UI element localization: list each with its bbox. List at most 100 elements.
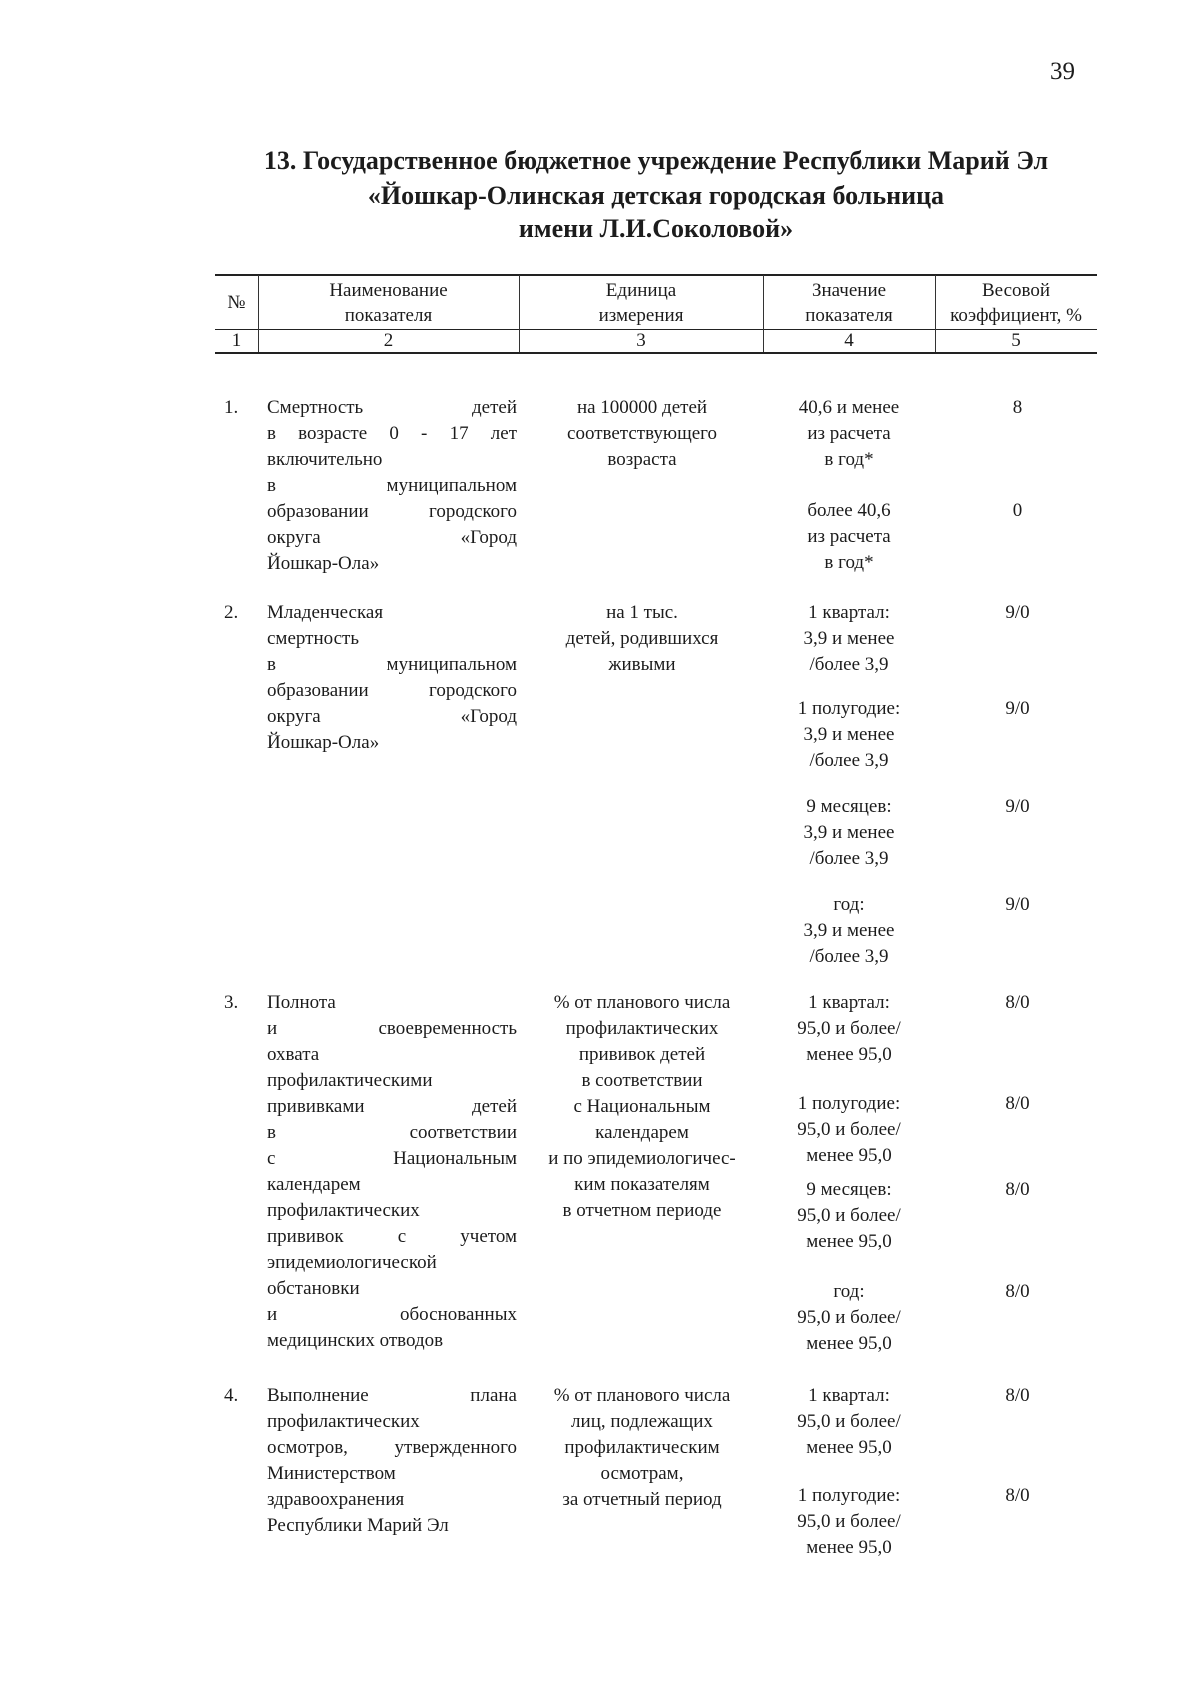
indicator-value-line: 1 полугодие:	[797, 698, 901, 719]
indicator-value-line: 95,0 и более/	[797, 1511, 901, 1532]
weight-coefficient: 8/0	[1005, 1281, 1030, 1302]
indicator-value-line: 9 месяцев:	[806, 796, 892, 817]
section-title-line-2: «Йошкар-Олинская детская городская больн…	[367, 181, 945, 210]
indicator-name-line: медицинских отводов	[267, 1330, 444, 1351]
indicator-value-line: менее 95,0	[806, 1333, 892, 1354]
indicator-name-line: с Национальным	[267, 1148, 517, 1169]
row-number: 2.	[224, 602, 239, 623]
weight-coefficient: 8/0	[1005, 1179, 1030, 1200]
measurement-unit-line: в отчетном периоде	[562, 1200, 722, 1221]
header-weight: Весовой коэффициент, %	[935, 278, 1097, 328]
header-name-line: показателя	[344, 305, 433, 326]
indicator-name-line: осмотров, утвержденного	[267, 1437, 517, 1458]
measurement-unit-line: в соответствии	[581, 1070, 703, 1091]
header-divider	[215, 329, 1097, 330]
indicator-name-line: в возрасте 0 - 17 лет	[267, 423, 517, 444]
indicator-name: Смертность детей в возрасте 0 - 17 лет вкл…	[267, 395, 517, 577]
indicator-name-line: Выполнение плана	[267, 1385, 517, 1406]
measurement-unit-line: на 100000 детей	[576, 397, 708, 418]
measurement-unit-line: осмотрам,	[600, 1463, 684, 1484]
indicator-value-line: год:	[833, 1281, 865, 1302]
indicator-name-line: обстановки	[267, 1278, 360, 1299]
measurement-unit-line: за отчетный период	[562, 1489, 722, 1510]
indicator-value-line: /более 3,9	[809, 654, 889, 675]
indicator-name-line: Йошкар-Ола»	[267, 732, 380, 753]
indicator-value-line: 3,9 и менее	[803, 724, 895, 745]
measurement-unit-line: ким показателям	[574, 1174, 710, 1195]
weight-coefficient: 8/0	[1005, 992, 1030, 1013]
row-number: 3.	[224, 992, 239, 1013]
indicator-name-line: профилактических	[267, 1200, 420, 1221]
measurement-unit-line: с Национальным	[573, 1096, 711, 1117]
header-number: №	[227, 292, 246, 313]
indicator-value-line: 1 полугодие:	[797, 1485, 901, 1506]
table-top-border	[215, 274, 1097, 276]
indicator-value: год: 3,9 и менее/более 3,9	[765, 892, 933, 970]
measurement-unit-line: % от планового числа	[553, 1385, 731, 1406]
weight-coefficient: 9/0	[1005, 796, 1030, 817]
indicator-value-line: в год*	[824, 449, 874, 470]
indicator-name-line: Йошкар-Ола»	[267, 553, 380, 574]
indicator-value-line: 9 месяцев:	[806, 1179, 892, 1200]
weight-coefficient: 9/0	[1005, 602, 1030, 623]
column-number-3: 3	[636, 330, 646, 351]
indicator-name-line: включительно	[267, 449, 383, 470]
indicator-name: Полнота и своевременность охвата профилакти…	[267, 990, 517, 1354]
indicator-value-line: 95,0 и более/	[797, 1205, 901, 1226]
page-number: 39	[1050, 58, 1075, 85]
section-title-line-1: 13. Государственное бюджетное учреждение…	[263, 146, 1049, 175]
indicator-name-line: Смертность детей	[267, 397, 517, 418]
indicator-name-line: прививок с учетом	[267, 1226, 517, 1247]
indicator-value-line: /более 3,9	[809, 750, 889, 771]
indicator-name-line: образовании городского	[267, 680, 517, 701]
indicator-name-line: и обоснованных	[267, 1304, 517, 1325]
measurement-unit-line: профилактическим	[564, 1437, 720, 1458]
measurement-unit-line: соответствующего	[567, 423, 717, 444]
measurement-unit-line: и по эпидемиологичес-	[548, 1148, 736, 1169]
measurement-unit-line: живыми	[608, 654, 676, 675]
indicator-value-line: /более 3,9	[809, 946, 889, 967]
indicator-name-line: Полнота	[267, 992, 336, 1013]
indicator-name-line: округа «Город	[267, 527, 517, 548]
indicator-value-line: 3,9 и менее	[803, 822, 895, 843]
indicator-value-line: 3,9 и менее	[803, 920, 895, 941]
indicator-value-line: менее 95,0	[806, 1537, 892, 1558]
indicator-value: 1 полугодие: 3,9 и менее/более 3,9	[765, 696, 933, 774]
indicator-value-line: менее 95,0	[806, 1231, 892, 1252]
header-value-line: Значение	[811, 280, 887, 301]
indicator-value-line: 1 квартал:	[808, 992, 890, 1013]
weight-coefficient: 8/0	[1005, 1385, 1030, 1406]
indicator-value: более 40,6 из расчета в год*	[765, 498, 933, 576]
measurement-unit: % от планового числа лиц, подлежащих профи…	[522, 1383, 762, 1513]
indicator-name: Выполнение плана профилактических осмотров…	[267, 1383, 517, 1539]
indicator-value-line: 95,0 и более/	[797, 1018, 901, 1039]
header-weight-line: коэффициент, %	[950, 305, 1082, 326]
section-title-line-3: имени Л.И.Соколовой»	[518, 214, 794, 243]
column-number-4: 4	[844, 330, 854, 351]
indicator-value: 9 месяцев: 3,9 и менее/более 3,9	[765, 794, 933, 872]
header-unit-line: измерения	[598, 305, 684, 326]
indicator-value-line: 95,0 и более/	[797, 1119, 901, 1140]
indicator-name-line: прививками детей	[267, 1096, 517, 1117]
indicator-name-line: и своевременность	[267, 1018, 517, 1039]
indicator-value-line: 95,0 и более/	[797, 1307, 901, 1328]
column-divider	[935, 275, 936, 352]
indicator-value: 1 квартал: 95,0 и более/менее 95,0	[765, 1383, 933, 1461]
indicator-value-line: 40,6 и менее	[798, 397, 900, 418]
indicator-name-line: профилактических	[267, 1411, 420, 1432]
row-number: 1.	[224, 397, 239, 418]
indicator-value-line: 1 полугодие:	[797, 1093, 901, 1114]
header-unit-line: Единица	[605, 280, 677, 301]
indicator-name-line: охвата	[267, 1044, 320, 1065]
indicator-name-line: календарем	[267, 1174, 361, 1195]
indicator-name-line: здравоохранения	[267, 1489, 405, 1510]
measurement-unit-line: лиц, подлежащих	[571, 1411, 713, 1432]
indicator-value-line: 95,0 и более/	[797, 1411, 901, 1432]
indicator-value: 40,6 и менее из расчета в год*	[765, 395, 933, 473]
measurement-unit: % от планового числа профилактических прив…	[522, 990, 762, 1224]
header-name-line: Наименование	[329, 280, 448, 301]
weight-coefficient: 8	[1012, 397, 1023, 418]
weight-coefficient: 9/0	[1005, 698, 1030, 719]
measurement-unit-line: прививок детей	[578, 1044, 706, 1065]
weight-coefficient: 8/0	[1005, 1485, 1030, 1506]
